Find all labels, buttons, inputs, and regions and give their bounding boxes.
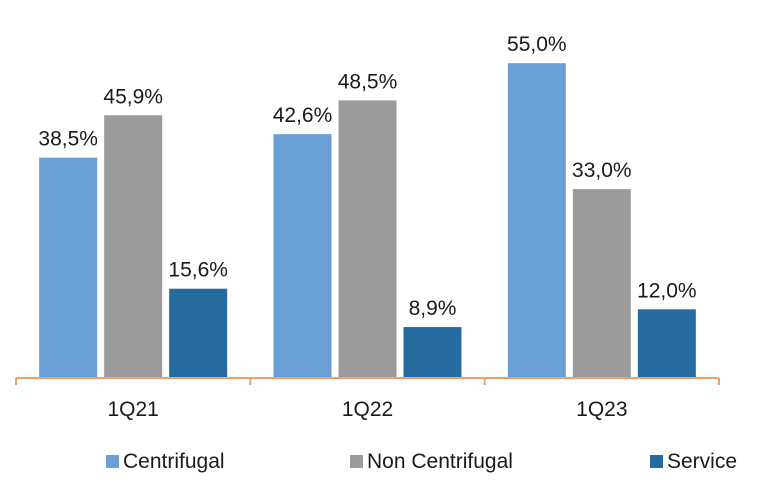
legend-swatch-centrifugal xyxy=(106,455,119,468)
bar-non-centrifugal-1q22 xyxy=(338,100,397,379)
legend-swatch-service xyxy=(650,455,663,468)
data-label: 12,0% xyxy=(637,279,697,302)
data-label: 8,9% xyxy=(409,297,457,320)
data-label: 45,9% xyxy=(103,85,163,108)
data-label: 48,5% xyxy=(338,70,398,93)
bar-non-centrifugal-1q23 xyxy=(572,189,631,378)
x-axis xyxy=(15,377,720,385)
bar-centrifugal-1q21 xyxy=(39,157,98,378)
x-tick-label: 1Q22 xyxy=(342,398,393,421)
legend-swatch-non-centrifugal xyxy=(350,455,363,468)
data-label: 38,5% xyxy=(38,128,98,151)
value-labels-group: 38,5%45,9% 15,6% 42,6%48,5% 8,9% 55,0% 33,0% 1… xyxy=(38,33,696,320)
bar-service-1q21 xyxy=(169,288,228,378)
legend-label-non-centrifugal: Non Centrifugal xyxy=(367,450,513,473)
data-label: 15,6% xyxy=(168,259,228,282)
x-tick-label: 1Q23 xyxy=(576,398,627,421)
x-tick-label: 1Q21 xyxy=(107,398,158,421)
category-labels-group: 1Q21 1Q22 1Q23 xyxy=(107,398,627,421)
data-label: 33,0% xyxy=(572,159,632,182)
data-label: 42,6% xyxy=(273,104,333,127)
legend-label-centrifugal: Centrifugal xyxy=(123,450,225,473)
bar-centrifugal-1q23 xyxy=(507,63,566,378)
bar-centrifugal-1q22 xyxy=(273,134,332,378)
legend-label-service: Service xyxy=(667,450,737,473)
bar-service-1q23 xyxy=(637,309,696,378)
bars-group xyxy=(39,63,696,379)
data-label: 55,0% xyxy=(507,33,567,56)
legend: Centrifugal Non Centrifugal Service xyxy=(106,450,737,473)
bar-non-centrifugal-1q21 xyxy=(104,115,163,378)
bar-service-1q22 xyxy=(403,327,462,378)
